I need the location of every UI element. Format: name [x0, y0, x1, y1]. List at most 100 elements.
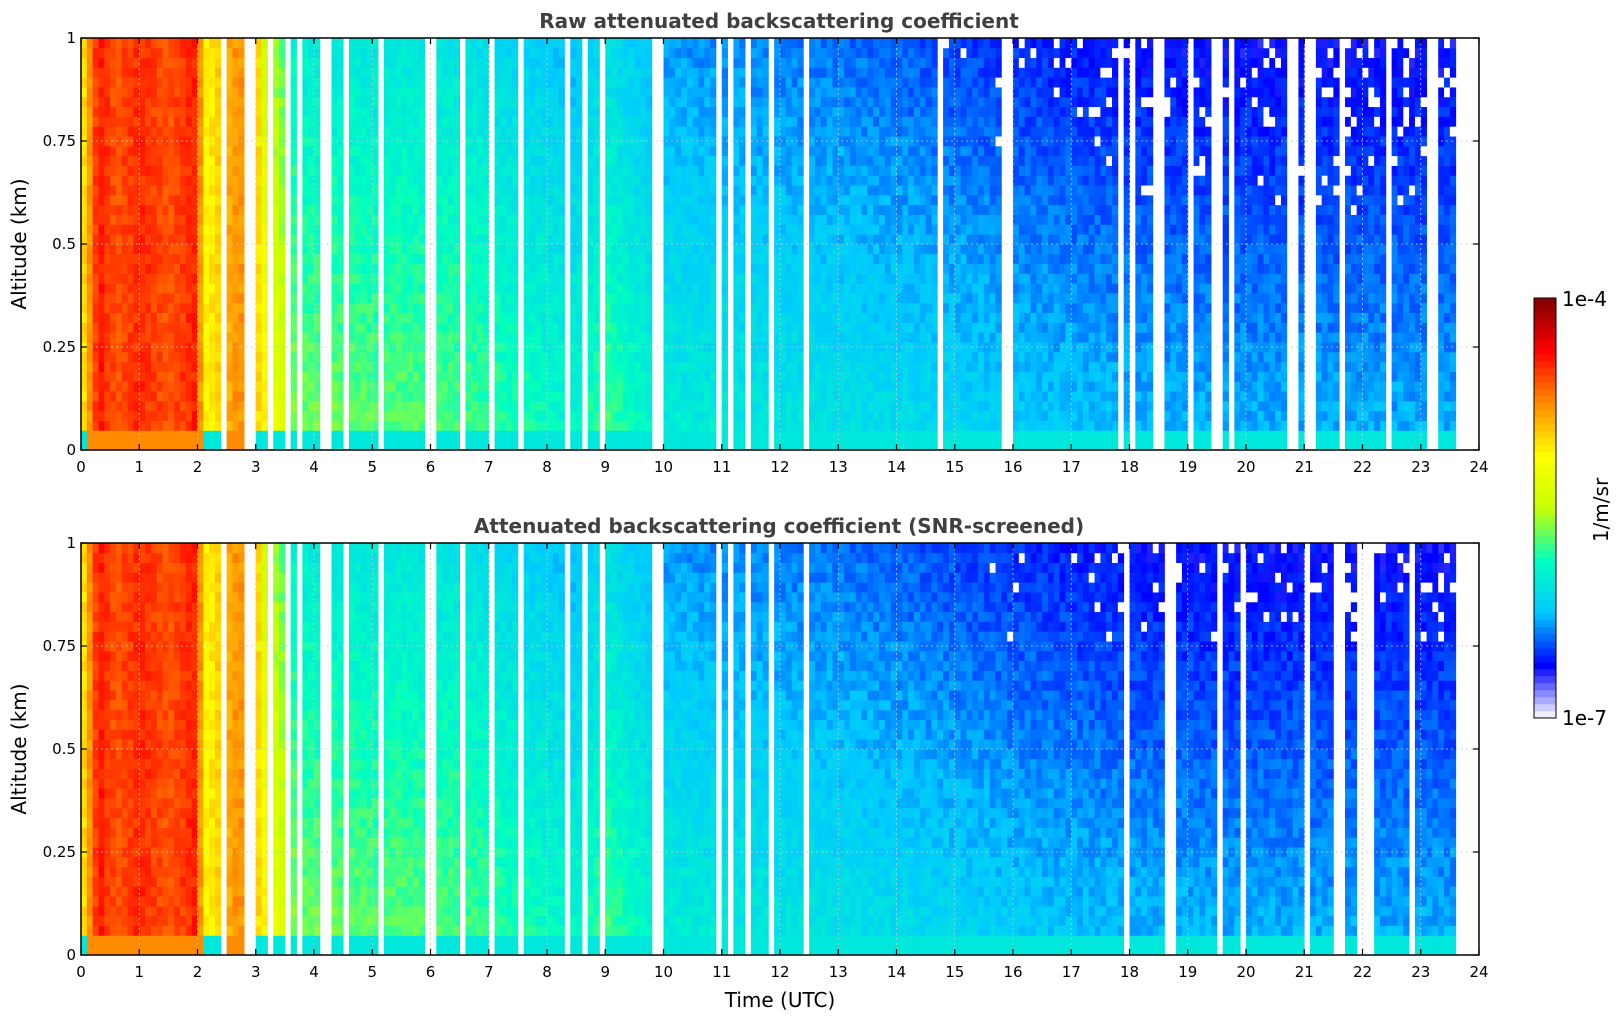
heatmap-cell [482, 155, 490, 166]
heatmap-cell [413, 293, 420, 304]
heatmap-cell [442, 96, 449, 108]
heatmap-cell [366, 351, 373, 363]
heatmap-cell [849, 204, 857, 215]
heatmap-cell [756, 420, 763, 431]
heatmap-cell [622, 194, 629, 206]
heatmap-cell [576, 351, 583, 363]
heatmap-cell [436, 106, 443, 117]
heatmap-cell [896, 253, 903, 265]
heatmap-cell [884, 67, 892, 78]
heatmap-cell [669, 224, 676, 235]
heatmap-cell [587, 342, 594, 353]
heatmap-cell [611, 106, 618, 117]
heatmap-cell [465, 263, 472, 274]
heatmap-cell [884, 361, 892, 372]
heatmap-cell [308, 332, 315, 343]
heatmap-cell [640, 234, 647, 245]
heatmap-cell [605, 77, 612, 88]
heatmap-cell [197, 342, 204, 353]
heatmap-cell [797, 351, 804, 363]
heatmap-cell [535, 57, 542, 68]
heatmap-cell [279, 77, 286, 88]
heatmap-cell [494, 391, 501, 402]
heatmap-cell [861, 126, 868, 137]
heatmap-cell [791, 440, 798, 451]
heatmap-cell [873, 263, 880, 274]
heatmap-cell [238, 253, 245, 265]
heatmap-cell [680, 410, 688, 421]
heatmap-cell [226, 420, 233, 431]
heatmap-cell [890, 126, 897, 137]
heatmap-cell [587, 47, 594, 59]
heatmap-cell [523, 361, 530, 372]
heatmap-cell [733, 96, 740, 108]
heatmap-cell [407, 312, 414, 323]
heatmap-cell [785, 342, 793, 353]
heatmap-cell [570, 253, 577, 265]
heatmap-cell [413, 351, 420, 363]
heatmap-cell [774, 293, 781, 304]
heatmap-cell [634, 244, 641, 255]
heatmap-cell [156, 126, 163, 137]
heatmap-cell [465, 165, 472, 176]
heatmap-cell [407, 351, 414, 363]
heatmap-cell [156, 361, 163, 372]
heatmap-cell [605, 244, 612, 255]
heatmap-cell [436, 145, 443, 157]
heatmap-cell [675, 342, 682, 353]
heatmap-cell [121, 244, 128, 255]
heatmap-cell [389, 263, 396, 274]
heatmap-cell [622, 96, 629, 108]
heatmap-cell [855, 47, 862, 59]
heatmap-cell [104, 322, 111, 333]
heatmap-cell [331, 165, 338, 176]
heatmap-cell [739, 293, 746, 304]
heatmap-cell [92, 381, 99, 392]
heatmap-cell [616, 194, 624, 206]
heatmap-cell [168, 273, 175, 284]
heatmap-cell [867, 410, 874, 421]
heatmap-cell [314, 38, 321, 49]
heatmap-cell [174, 214, 181, 225]
heatmap-cell [98, 214, 105, 225]
heatmap-cell [191, 234, 198, 245]
heatmap-cell [314, 371, 321, 382]
heatmap-cell [191, 194, 198, 206]
heatmap-cell [523, 106, 530, 117]
heatmap-cell [197, 312, 204, 323]
heatmap-cell [156, 67, 163, 78]
heatmap-cell [314, 214, 321, 225]
heatmap-cell [855, 185, 862, 196]
heatmap-cell [698, 116, 705, 127]
heatmap-cell [232, 165, 239, 176]
heatmap-cell [407, 322, 414, 333]
heatmap-cell [180, 381, 187, 392]
heatmap-cell [348, 420, 356, 431]
heatmap-cell [686, 234, 694, 245]
heatmap-cell [465, 175, 472, 186]
heatmap-cell [774, 165, 781, 176]
heatmap-cell [214, 322, 222, 333]
heatmap-cell [279, 87, 286, 98]
heatmap-cell [273, 194, 280, 206]
heatmap-cell [261, 420, 268, 431]
heatmap-cell [826, 430, 833, 441]
heatmap-cell [646, 322, 653, 333]
heatmap-cell [791, 38, 798, 49]
heatmap-cell [826, 391, 833, 402]
heatmap-cell [139, 214, 146, 225]
heatmap-cell [570, 302, 577, 314]
heatmap-cell [331, 283, 338, 294]
heatmap-cell [739, 106, 746, 117]
heatmap-cell [605, 224, 612, 235]
heatmap-cell [255, 430, 262, 441]
heatmap-cell [110, 185, 117, 196]
heatmap-cell [360, 77, 367, 88]
heatmap-cell [214, 293, 222, 304]
heatmap-cell [354, 440, 361, 451]
heatmap-cell [226, 440, 233, 451]
heatmap-cell [383, 410, 391, 421]
heatmap-cell [663, 126, 670, 137]
heatmap-cell [314, 185, 321, 196]
heatmap-cell [558, 77, 565, 88]
